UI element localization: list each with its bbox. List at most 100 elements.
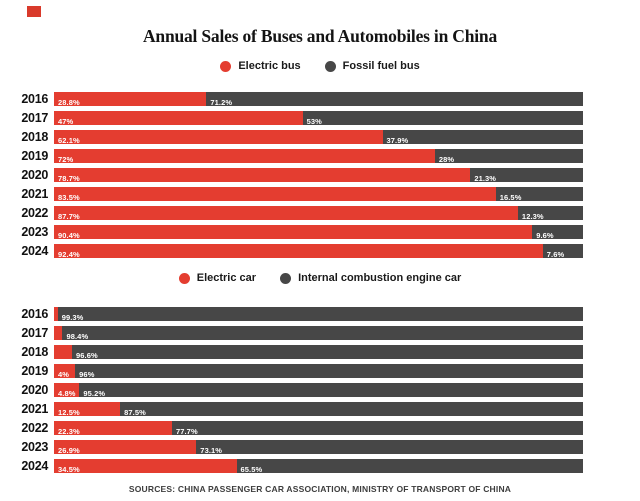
segment-value-label: 53%	[306, 117, 322, 125]
electric-segment: 90.4%	[54, 225, 533, 239]
electric-segment: 83.5%	[54, 187, 496, 201]
row-year-label: 2021	[21, 187, 48, 201]
stacked-bar: 4% 96%	[54, 364, 583, 378]
electric-segment: 26.9%	[54, 440, 197, 454]
row-year-label: 2021	[21, 402, 48, 416]
row-year-label: 2022	[21, 421, 48, 435]
row-year-label: 2023	[21, 225, 48, 239]
segment-value-label: 62.1%	[58, 136, 80, 144]
stacked-bar: 22.3% 77.7%	[54, 421, 583, 435]
row-year-label: 2020	[21, 383, 48, 397]
segment-value-label: 65.5%	[240, 465, 263, 473]
segment-value-label: 96.6%	[75, 351, 98, 359]
chart-row: 2017 98.4%	[0, 326, 640, 340]
electric-segment	[54, 326, 63, 340]
fossil-segment: 65.5%	[236, 459, 583, 473]
chart-row: 2023 90.4% 9.6%	[0, 225, 640, 239]
electric-segment: 12.5%	[54, 402, 121, 416]
page-title: Annual Sales of Buses and Automobiles in…	[142, 26, 498, 46]
stacked-bar: 90.4% 9.6%	[54, 225, 583, 239]
electric-segment: 22.3%	[54, 421, 172, 435]
legend-label: Fossil fuel bus	[342, 60, 420, 72]
segment-value-label: 4.8%	[58, 389, 76, 397]
segment-value-label: 28.8%	[58, 98, 80, 106]
electric-segment: 62.1%	[54, 130, 383, 144]
legend-cars: Electric car Internal combustion engine c…	[0, 271, 640, 285]
chart-row: 2022 87.7% 12.3%	[0, 206, 640, 220]
stacked-bar: 99.3%	[54, 307, 583, 321]
segment-value-label: 72%	[58, 155, 74, 163]
segment-value-label: 47%	[58, 117, 74, 125]
row-year-label: 2022	[21, 206, 48, 220]
fossil-segment: 37.9%	[382, 130, 583, 144]
fossil-segment: 99.3%	[57, 307, 583, 321]
row-year-label: 2024	[21, 244, 48, 258]
legend-item: Electric bus	[220, 60, 301, 72]
row-year-label: 2020	[21, 168, 48, 182]
stacked-bar: 28.8% 71.2%	[54, 92, 583, 106]
fossil-segment: 98.4%	[62, 326, 583, 340]
electric-segment: 4%	[54, 364, 76, 378]
legend-dot-icon	[324, 60, 336, 72]
brand-mark	[27, 6, 41, 17]
fossil-segment: 71.2%	[206, 92, 583, 106]
chart-row: 2019 72% 28%	[0, 149, 640, 163]
row-year-label: 2016	[21, 92, 48, 106]
chart-row: 2016 99.3%	[0, 307, 640, 321]
fossil-segment: 53%	[302, 111, 583, 125]
source-note: SOURCES: CHINA PASSENGER CAR ASSOCIATION…	[128, 484, 512, 494]
segment-value-label: 87.5%	[124, 408, 146, 416]
chart-row: 2021 12.5% 87.5%	[0, 402, 640, 416]
segment-value-label: 78.7%	[58, 174, 80, 182]
fossil-segment: 21.3%	[470, 168, 583, 182]
segment-value-label: 87.7%	[58, 212, 80, 220]
stacked-bar: 87.7% 12.3%	[54, 206, 583, 220]
segment-value-label: 71.2%	[210, 98, 233, 106]
segment-value-label: 96%	[79, 370, 95, 378]
segment-value-label: 77.7%	[175, 427, 198, 435]
legend-item: Fossil fuel bus	[324, 60, 420, 72]
chart-row: 2024 92.4% 7.6%	[0, 244, 640, 258]
fossil-segment: 77.7%	[171, 421, 583, 435]
chart-row: 2018 62.1% 37.9%	[0, 130, 640, 144]
legend-item: Internal combustion engine car	[280, 272, 461, 284]
segment-value-label: 12.5%	[58, 408, 80, 416]
chart-row: 2024 34.5% 65.5%	[0, 459, 640, 473]
electric-segment: 28.8%	[54, 92, 207, 106]
chart-row: 2020 4.8% 95.2%	[0, 383, 640, 397]
stacked-bar: 98.4%	[54, 326, 583, 340]
segment-value-label: 37.9%	[386, 136, 409, 144]
electric-segment: 34.5%	[54, 459, 237, 473]
electric-segment: 4.8%	[54, 383, 80, 397]
fossil-segment: 73.1%	[196, 440, 583, 454]
segment-value-label: 16.5%	[499, 193, 522, 201]
chart-row: 2021 83.5% 16.5%	[0, 187, 640, 201]
segment-value-label: 99.3%	[61, 313, 84, 321]
fossil-segment: 96.6%	[71, 345, 583, 359]
row-year-label: 2018	[21, 130, 48, 144]
fossil-segment: 87.5%	[120, 402, 583, 416]
stacked-bar: 47% 53%	[54, 111, 583, 125]
stacked-bar: 26.9% 73.1%	[54, 440, 583, 454]
fossil-segment: 28%	[434, 149, 583, 163]
row-year-label: 2023	[21, 440, 48, 454]
segment-value-label: 4%	[58, 370, 70, 378]
segment-value-label: 92.4%	[58, 250, 80, 258]
fossil-segment: 9.6%	[532, 225, 583, 239]
stacked-bar: 96.6%	[54, 345, 583, 359]
segment-value-label: 7.6%	[546, 250, 565, 258]
legend-item: Electric car	[178, 272, 256, 284]
electric-segment: 78.7%	[54, 168, 471, 182]
fossil-segment: 16.5%	[495, 187, 583, 201]
row-year-label: 2017	[21, 326, 48, 340]
electric-segment	[54, 345, 72, 359]
segment-value-label: 98.4%	[66, 332, 89, 340]
stacked-bar: 12.5% 87.5%	[54, 402, 583, 416]
segment-value-label: 22.3%	[58, 427, 80, 435]
segment-value-label: 95.2%	[83, 389, 106, 397]
chart-row: 2022 22.3% 77.7%	[0, 421, 640, 435]
segment-value-label: 12.3%	[521, 212, 544, 220]
segment-value-label: 34.5%	[58, 465, 80, 473]
stacked-bar: 34.5% 65.5%	[54, 459, 583, 473]
fossil-segment: 12.3%	[517, 206, 583, 220]
